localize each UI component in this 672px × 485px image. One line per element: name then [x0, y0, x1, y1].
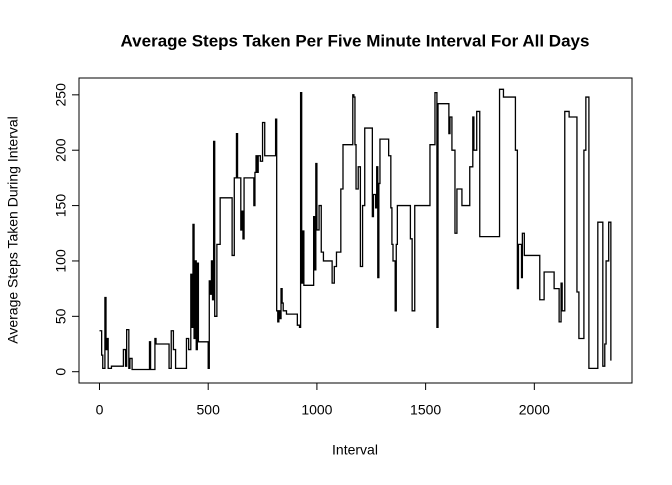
x-tick-label: 1500 — [410, 402, 441, 418]
x-tick-label: 0 — [96, 402, 104, 418]
x-tick-label: 1000 — [301, 402, 332, 418]
step-line — [99, 88, 612, 371]
x-tick-label: 500 — [197, 402, 221, 418]
y-tick-label: 200 — [53, 138, 69, 162]
chart-title: Average Steps Taken Per Five Minute Inte… — [121, 31, 590, 50]
y-tick-label: 100 — [53, 249, 69, 273]
y-tick-label: 50 — [53, 308, 69, 324]
x-axis-label: Interval — [332, 442, 378, 458]
y-axis-label: Average Steps Taken During Interval — [5, 116, 21, 344]
x-tick-label: 2000 — [519, 402, 550, 418]
y-tick-label: 250 — [53, 83, 69, 107]
y-tick-label: 0 — [53, 368, 69, 376]
y-tick-label: 150 — [53, 194, 69, 218]
